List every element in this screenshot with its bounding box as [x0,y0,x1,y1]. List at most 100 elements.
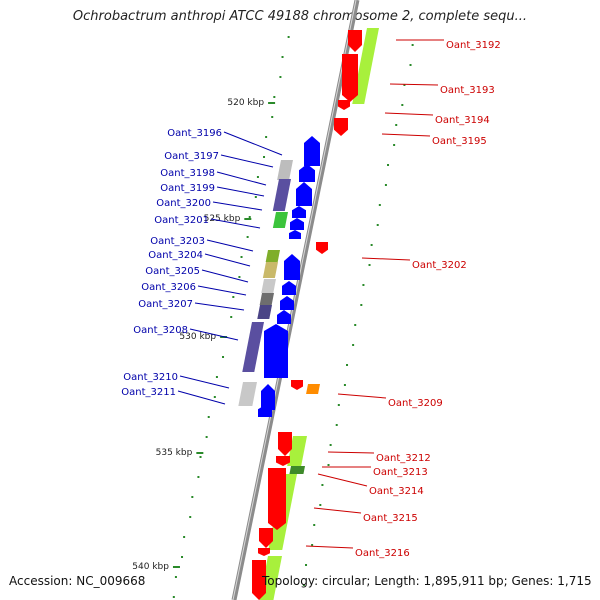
tick-dots [172,36,414,598]
gene-label-Oant_3203: Oant_3203 [150,236,205,247]
cog-block-darkgreen [289,466,305,474]
scale-dot [189,516,192,518]
scale-dot [240,256,243,258]
gene-leader-line [177,390,226,405]
kbp-tick-mark [244,218,252,220]
scale-dot [384,184,387,186]
cog-block-purple [242,322,264,372]
scale-dot [362,284,365,286]
backbone [231,0,360,600]
scale-dot [232,296,235,298]
gene-leader-line [317,473,368,487]
gene-reverse [316,242,328,254]
gene-label-Oant_3205: Oant_3205 [145,266,200,277]
scale-dot [230,316,233,318]
scale-dot [327,464,330,466]
scale-dot [403,84,406,86]
scale-dot [248,216,251,218]
scale-dot [393,144,396,146]
gene-reverse [334,118,348,136]
gene-forward [282,281,296,295]
gene-reverse [278,432,292,456]
gene-shapes [252,30,362,600]
gene-forward [261,384,275,410]
gene-leader-line [189,328,239,341]
gene-leader-line [327,451,375,454]
gene-label-Oant_3211: Oant_3211 [121,387,176,398]
scale-dot [246,236,249,238]
scale-dot [281,56,284,58]
gene-label-Oant_3202: Oant_3202 [412,260,467,271]
scale-dot [256,176,259,178]
kbp-tick-label: 540 kbp [132,562,169,572]
scale-dot [222,356,225,358]
scale-dot [411,44,414,46]
gene-label-Oant_3201: Oant_3201 [154,215,209,226]
scale-dot [321,484,324,486]
scale-dot [378,204,381,206]
gene-reverse [276,456,290,466]
gene-forward [290,218,304,230]
cog-block-lightgrey [238,382,257,406]
gene-label-Oant_3208: Oant_3208 [133,325,188,336]
cog-block-grey [277,160,293,180]
gene-leader-line [204,253,251,267]
scale-dot [174,576,177,578]
scale-dot [254,196,257,198]
gene-label-Oant_3192: Oant_3192 [446,40,501,51]
cog-block-purple [272,179,291,211]
gene-leader-line [389,83,439,86]
gene-reverse [291,380,303,390]
map-title: Ochrobactrum anthropi ATCC 49188 chromos… [72,9,528,24]
gene-forward [299,164,315,182]
gene-label-Oant_3213: Oant_3213 [373,467,428,478]
scale-dot [343,384,346,386]
gene-leader-line [216,171,267,186]
gene-leader-line [313,507,362,514]
cog-block-lime [287,436,308,466]
scale-dot [305,564,308,566]
gene-reverse [268,468,286,530]
scale-dot [302,584,305,586]
gene-leader-line [384,112,434,116]
scale-dot [376,224,379,226]
gene-label-Oant_3206: Oant_3206 [141,282,196,293]
scale-dot [409,64,412,66]
gene-reverse [342,54,358,102]
backbone-line-highlight [232,0,357,600]
gene-forward [292,206,306,218]
scale-dot [205,436,208,438]
scale-dot [319,504,322,506]
gene-leader-line [179,375,230,389]
gene-leader-line [197,285,247,296]
gene-leader-line [201,269,249,283]
kbp-tick-label: 525 kbp [204,214,241,224]
scale-dot [311,544,314,546]
gene-reverse [348,30,362,52]
scale-dot [387,164,390,166]
scale-dot [360,304,363,306]
kbp-tick-mark [196,452,204,454]
gene-label-Oant_3214: Oant_3214 [369,486,424,497]
kbp-tick-label: 530 kbp [179,332,216,342]
gene-forward [284,254,300,280]
scale-dot [313,524,316,526]
gene-reverse [258,548,270,556]
scale-dot [368,264,371,266]
cog-block-lime [352,28,379,104]
kbp-tick-mark [172,566,180,568]
gene-forward [296,182,312,206]
scale-dot [279,76,282,78]
gene-leader-line [381,133,431,137]
gene-label-Oant_3193: Oant_3193 [440,85,495,96]
gene-labels: Oant_3192 Oant_3193 Oant_3194 Oant_3195 Oant… [121,39,501,559]
gene-forward [264,324,288,378]
scale-dot [335,424,338,426]
gene-label-Oant_3196: Oant_3196 [167,128,222,139]
scale-dot [352,344,355,346]
scale-dot [287,36,290,38]
gene-reverse [259,528,273,548]
gene-leader-line [194,302,245,311]
gene-label-Oant_3200: Oant_3200 [156,198,211,209]
